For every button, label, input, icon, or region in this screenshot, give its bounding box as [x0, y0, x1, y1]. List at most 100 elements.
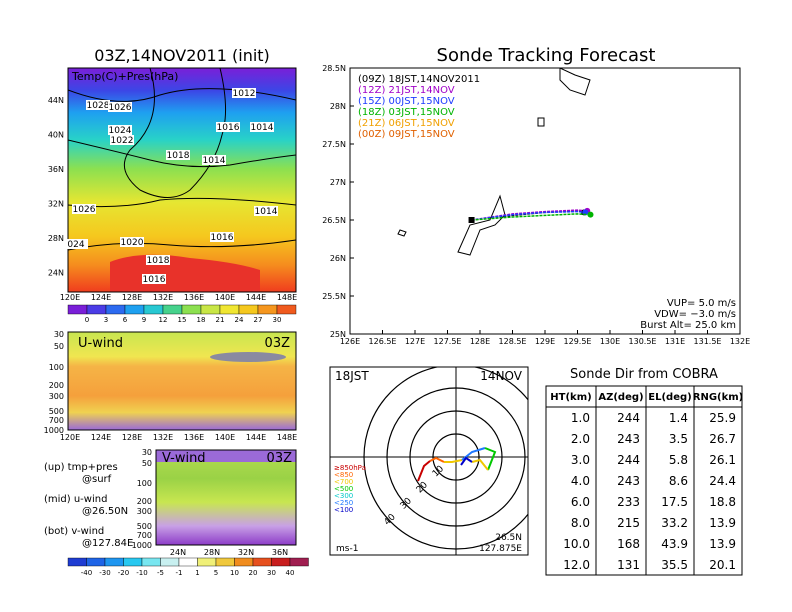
table-cell-r6-c2: 43.9	[661, 537, 688, 551]
table-cell-r1-c3: 26.7	[709, 432, 736, 446]
temp-colorbar-tick-1: 3	[104, 316, 108, 324]
wind-colorbar-tick-7: 5	[214, 569, 218, 577]
isobar-label-bg-14	[146, 255, 170, 265]
isobar-label-12: 1020	[121, 238, 144, 248]
track-series-1	[471, 209, 588, 221]
temp-colorbar-swatch-0	[67, 304, 88, 315]
v-lat-tick-0: 24N	[170, 548, 186, 557]
wind-colorbar-swatch-1	[86, 557, 106, 567]
wind-colorbar-tick-4: -5	[157, 569, 164, 577]
temp-lat-tick-1: 40N	[48, 131, 64, 140]
wind-colorbar-tick-3: -10	[136, 569, 147, 577]
table-header-2: EL(deg)	[648, 392, 691, 403]
u-p-tick-7: 1000	[44, 426, 64, 435]
isobar-label-bg-15	[142, 274, 166, 284]
isobar-label-14: 1018	[147, 256, 170, 266]
track-lat-tick-7: 25N	[330, 330, 346, 339]
table-cell-r1-c0: 2.0	[571, 432, 590, 446]
table-cell-r0-c3: 25.9	[709, 411, 736, 425]
isobar-label-10: 1014	[255, 207, 278, 217]
track-legend-item-1: (12Z) 21JST,14NOV	[358, 85, 455, 96]
track-lat-tick-3: 27N	[330, 178, 346, 187]
wind-colorbar-tick-1: -30	[99, 569, 110, 577]
v-p-tick-7: 1000	[132, 541, 152, 550]
table-cell-r1-c2: 3.5	[669, 432, 688, 446]
isobar-label-11: 1016	[211, 233, 234, 243]
v-p-tick-2: 100	[137, 479, 152, 488]
temp-colorbar-swatch-4	[143, 304, 164, 315]
temp-colorbar-swatch-8	[219, 304, 240, 315]
v-p-tick-5: 500	[137, 522, 152, 531]
table-cell-r1-c1: 243	[617, 432, 640, 446]
temp-lon-tick-5: 140E	[215, 293, 235, 302]
temp-colorbar-swatch-10	[257, 304, 278, 315]
wind-colorbar-swatch-0	[67, 557, 87, 567]
isobar-label-bg-4	[216, 122, 240, 132]
u-wind-time: 03Z	[265, 336, 291, 351]
u-p-tick-0: 30	[54, 330, 64, 339]
isobar-label-2: 1012	[233, 89, 256, 99]
track-lat-tick-6: 25.5N	[322, 292, 346, 301]
track-lon-ticks: 126E 126.5E 127E 127.5E 128E 128.5E 129E 129.5E…	[340, 330, 750, 346]
wind-colorbar-swatch-9	[234, 557, 254, 567]
wind-colorbar-swatch-12	[289, 557, 309, 567]
polar-pressure-legend-3: <500	[334, 485, 353, 493]
note-up-sub: @surf	[82, 474, 112, 485]
track-lon-tick-5: 128.5E	[499, 337, 527, 346]
note-mid: (mid) u-wind	[44, 494, 107, 505]
track-legend-item-4: (21Z) 06JST,15NOV	[358, 118, 455, 129]
polar-hodograph-segment-2	[444, 459, 463, 463]
temp-lon-ticks: 120E 124E 128E 132E 136E 140E 144E 148E	[60, 293, 297, 302]
temp-colorbar-swatch-3	[124, 304, 145, 315]
temp-panel-title: 03Z,14NOV2011 (init)	[94, 46, 270, 65]
track-lat-tick-2: 27.5N	[322, 140, 346, 149]
track-legend-item-0: (09Z) 18JST,14NOV2011	[358, 74, 480, 85]
isobar-label-0: 1028	[87, 101, 110, 111]
track-lat-ticks: 28.5N 28N 27.5N 27N 26.5N 26N 25.5N 25N	[322, 64, 354, 339]
temp-colorbar-tick-7: 21	[216, 316, 225, 324]
v-wind-label: V-wind	[162, 451, 206, 466]
track-lon-tick-11: 131.5E	[694, 337, 722, 346]
table-header-0: HT(km)	[550, 392, 591, 403]
launch-site-marker	[468, 217, 475, 223]
sonde-table: HT(km) AZ(deg) EL(deg) RNG(km) 1.0 244 1.4 25.9…	[545, 385, 744, 576]
polar-hodograph-segment-1	[429, 456, 445, 463]
track-series-2	[471, 210, 586, 221]
track-lon-tick-2: 127E	[405, 337, 425, 346]
u-lon-tick-7: 148E	[277, 433, 297, 442]
param-burst: Burst Alt= 25.0 km	[640, 320, 736, 331]
track-lon-tick-4: 128E	[470, 337, 490, 346]
u-wind-frame	[67, 331, 297, 431]
u-p-tick-5: 500	[49, 407, 64, 416]
wind-colorbar-swatch-4	[141, 557, 161, 567]
polar-pressure-legend-1: <850	[334, 471, 353, 479]
table-cell-r5-c3: 13.9	[709, 516, 736, 530]
polar-lon: 127.875E	[479, 544, 522, 554]
track-legend: (09Z) 18JST,14NOV2011(12Z) 21JST,14NOV(1…	[358, 74, 480, 140]
table-header-3: RNG(km)	[693, 392, 744, 403]
polar-pressure-legend-0: ≥850hPa	[334, 464, 366, 472]
table-cell-r5-c0: 8.0	[571, 516, 590, 530]
wind-colorbar-swatch-10	[252, 557, 272, 567]
isobar-label-8: 1014	[203, 156, 226, 166]
polar-hodograph-segment-4	[484, 447, 497, 471]
note-bot: (bot) v-wind	[44, 526, 104, 537]
table-cell-r7-c3: 20.1	[709, 558, 736, 572]
u-lon-ticks: 120E 124E 128E 132E 136E 140E 144E 148E	[60, 433, 297, 442]
isobar-label-bg-12	[120, 237, 144, 247]
wind-colorbar-swatch-8	[215, 557, 235, 567]
table-cell-r3-c1: 243	[617, 474, 640, 488]
wind-colorbar-tick-10: 30	[267, 569, 276, 577]
param-vup: VUP= 5.0 m/s	[667, 298, 736, 309]
temp-lat-ticks: 44N 40N 36N 32N 28N 24N	[48, 96, 64, 278]
note-up: (up) tmp+pres	[44, 462, 118, 473]
temp-colorbar-swatch-7	[200, 304, 221, 315]
track-lines	[468, 207, 594, 223]
temp-colorbar-swatch-5	[162, 304, 183, 315]
isobar-3	[68, 197, 296, 208]
temp-colorbar-swatch-2	[105, 304, 126, 315]
table-cell-r6-c3: 13.9	[709, 537, 736, 551]
polar-date: 14NOV	[480, 369, 522, 383]
temp-colorbar-tick-2: 6	[123, 316, 128, 324]
